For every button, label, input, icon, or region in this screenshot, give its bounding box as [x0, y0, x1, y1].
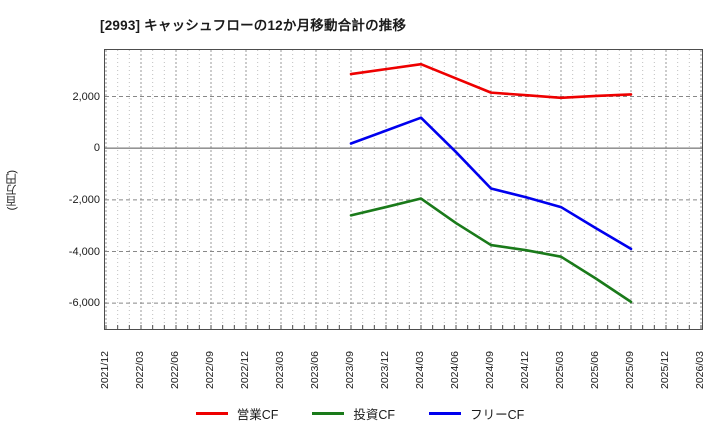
series-line-投資CF	[349, 197, 633, 304]
legend-label: 投資CF	[353, 408, 396, 422]
legend-swatch-icon	[195, 412, 228, 415]
x-tick-label: 2022/09	[204, 351, 216, 389]
data-series	[349, 62, 633, 304]
plot-area	[104, 49, 703, 330]
x-tick-label: 2024/12	[519, 351, 531, 389]
x-tick-label: 2023/12	[379, 351, 391, 389]
legend-item-営業CF[interactable]: 営業CF	[195, 404, 279, 423]
page-title: [2993] キャッシュフローの12か月移動合計の推移	[100, 18, 407, 33]
legend-swatch-icon	[429, 412, 462, 415]
x-tick-label: 2024/06	[449, 351, 461, 389]
plot-svg	[105, 50, 702, 329]
x-tick-label: 2025/09	[624, 351, 636, 389]
x-tick-label: 2025/06	[589, 351, 601, 389]
legend-item-フリーCF[interactable]: フリーCF	[429, 404, 524, 423]
y-tick-label: 0	[93, 142, 100, 155]
x-tick-label: 2023/03	[274, 351, 286, 389]
legend-label: 営業CF	[236, 408, 279, 422]
legend-swatch-icon	[312, 412, 345, 415]
axis-ticks	[105, 325, 702, 329]
x-tick-label: 2025/03	[554, 351, 566, 389]
x-tick-label: 2023/09	[344, 351, 356, 389]
x-tick-label: 2024/03	[414, 351, 426, 389]
legend-label: フリーCF	[470, 408, 525, 422]
y-tick-label: -2,000	[68, 193, 100, 206]
x-tick-label: 2022/06	[169, 351, 181, 389]
y-tick-label: 2,000	[72, 90, 100, 103]
x-tick-label: 2022/12	[239, 351, 251, 389]
x-axis-tick-labels: 2021/12 2022/03 2022/06 2022/09 2022/12 2023/…	[99, 333, 706, 393]
x-tick-label: 2021/12	[99, 351, 111, 389]
series-line-営業CF	[349, 62, 633, 100]
x-tick-label: 2022/03	[134, 351, 146, 389]
x-tick-label: 2024/09	[484, 351, 496, 389]
y-tick-label: -4,000	[68, 245, 100, 258]
legend-item-投資CF[interactable]: 投資CF	[312, 404, 395, 423]
y-axis-title: (百万円)	[6, 170, 18, 211]
gridlines	[105, 50, 702, 329]
x-tick-label: 2025/12	[659, 351, 671, 389]
x-tick-label: 2026/03	[694, 351, 706, 389]
series-line-フリーCF	[349, 116, 633, 251]
x-tick-label: 2023/06	[309, 351, 321, 389]
y-axis-tick-labels: 2,000 0 -2,000 -4,000 -6,000	[28, 49, 100, 330]
y-tick-label: -6,000	[68, 297, 100, 310]
legend: 営業CF 投資CF フリーCF	[0, 404, 720, 423]
